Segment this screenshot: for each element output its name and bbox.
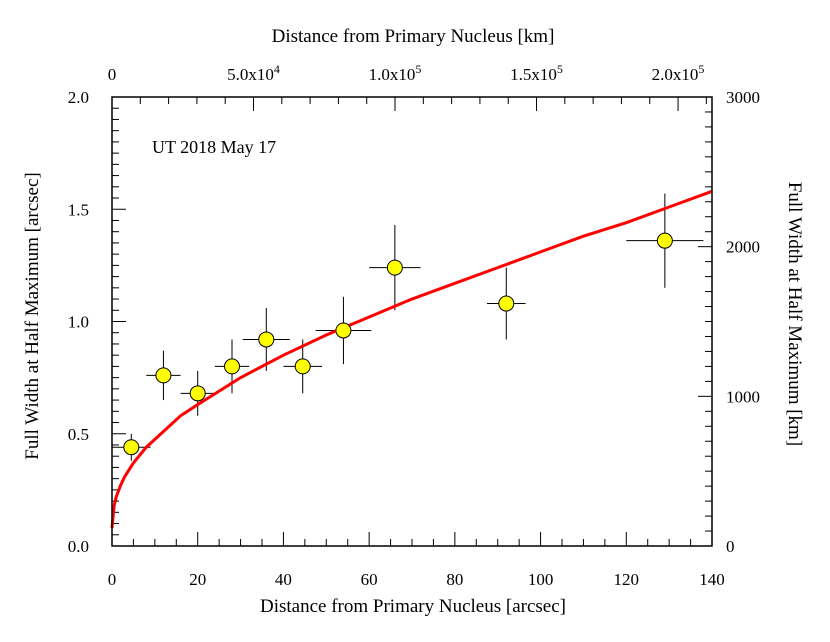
- left-tick-label: 0.5: [68, 425, 89, 444]
- right-axis-title: Full Width at Half Maximum [km]: [784, 182, 805, 446]
- right-tick-label: 1000: [726, 387, 760, 406]
- date-annotation: UT 2018 May 17: [152, 137, 276, 157]
- data-point: [656, 232, 673, 249]
- bottom-tick-label: 20: [189, 570, 206, 589]
- top-tick-exponent: 4: [274, 62, 280, 76]
- bottom-tick-label: 60: [361, 570, 378, 589]
- data-point: [155, 367, 172, 384]
- data-point: [498, 295, 515, 312]
- left-axis-title: Full Width at Half Maximum [arcsec]: [22, 172, 43, 460]
- top-tick-exponent: 5: [415, 62, 421, 76]
- errorbar-layer: [112, 193, 704, 461]
- data-point: [258, 331, 275, 348]
- data-point: [386, 259, 403, 276]
- plot-frame: [111, 96, 713, 547]
- top-tick-label: 1.0x105: [369, 62, 422, 84]
- right-tick-label: 2000: [726, 238, 760, 257]
- left-tick-label: 2.0: [68, 88, 89, 107]
- top-tick-mantissa: 0: [108, 65, 117, 84]
- left-tick-label: 1.0: [68, 313, 89, 332]
- top-tick-mantissa: 5.0x10: [227, 65, 274, 84]
- bottom-tick-label: 100: [528, 570, 554, 589]
- data-point: [294, 358, 311, 375]
- bottom-tick-label: 120: [614, 570, 640, 589]
- bottom-tick-label: 140: [699, 570, 725, 589]
- fit-curve: [110, 189, 713, 529]
- top-tick-mantissa: 1.5x10: [510, 65, 557, 84]
- left-tick-label: 1.5: [68, 200, 89, 219]
- top-tick-label: 5.0x104: [227, 62, 280, 84]
- top-tick-label: 1.5x105: [510, 62, 563, 84]
- top-tick-label: 0: [108, 65, 117, 84]
- right-tick-label: 3000: [726, 88, 760, 107]
- top-tick-exponent: 5: [698, 62, 704, 76]
- top-tick-mantissa: 1.0x10: [369, 65, 416, 84]
- bottom-tick-label: 40: [275, 570, 292, 589]
- data-point: [224, 358, 240, 375]
- left-tick-label: 0.0: [68, 537, 89, 556]
- marker-layer: [123, 232, 673, 456]
- top-tick-mantissa: 2.0x10: [652, 65, 699, 84]
- bottom-tick-label: 0: [108, 570, 117, 589]
- tick-layer: [111, 96, 713, 547]
- top-axis-title: Distance from Primary Nucleus [km]: [272, 26, 555, 47]
- data-point: [123, 439, 140, 456]
- bottom-axis-title: Distance from Primary Nucleus [arcsec]: [260, 596, 566, 617]
- top-tick-label: 2.0x105: [652, 62, 705, 84]
- data-point: [335, 322, 352, 339]
- bottom-tick-label: 80: [446, 570, 463, 589]
- top-tick-exponent: 5: [557, 62, 563, 76]
- right-tick-label: 0: [726, 537, 735, 556]
- data-point: [189, 385, 206, 402]
